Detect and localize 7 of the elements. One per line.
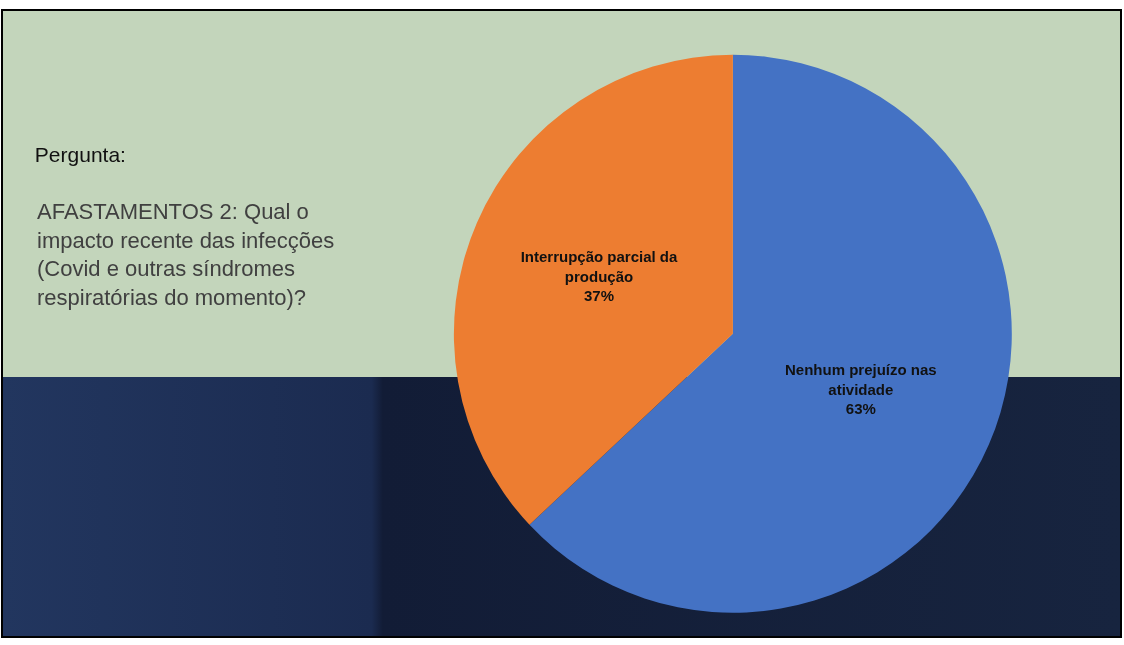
slice-label: Interrupção parcial da produção bbox=[520, 248, 679, 285]
text: AFASTAMENTOS 2: Qual o impacto recente das infecções (Covid e outras síndromes respiratórias do momento)? bbox=[37, 199, 335, 310]
pie-slice bbox=[453, 54, 733, 525]
slice-label: Nenhum prejuízo nas atividade bbox=[785, 361, 937, 398]
text: Pergunta: bbox=[34, 143, 126, 167]
data-label: 37% bbox=[584, 287, 615, 305]
data-label: 63% bbox=[845, 400, 876, 418]
